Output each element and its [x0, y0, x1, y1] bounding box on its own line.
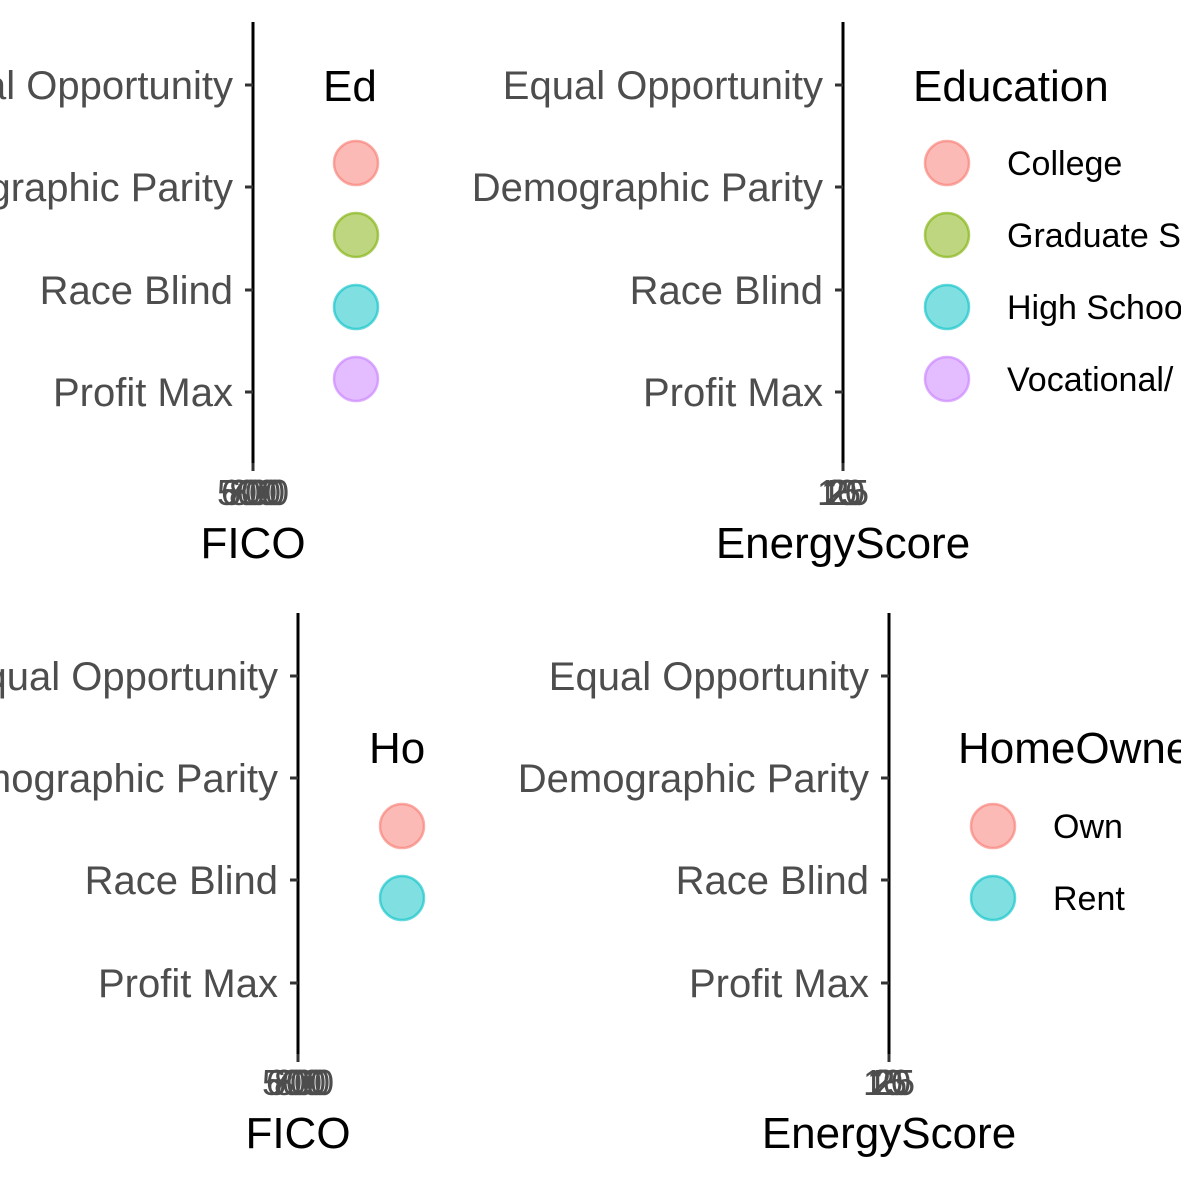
x-tick-label: 800	[274, 1062, 334, 1103]
y-tick-label: Profit Max	[98, 962, 278, 1006]
x-tick-label: 700	[225, 472, 285, 513]
legend-label: High Schoo	[1007, 289, 1181, 327]
x-tick-label: 500	[217, 472, 277, 513]
legend-key	[378, 874, 426, 922]
x-tick-label: 20	[871, 1062, 911, 1103]
y-tick-label: Race Blind	[630, 269, 823, 313]
x-axis-title: EnergyScore	[762, 1109, 1016, 1158]
legend-label: Vocational/	[1007, 361, 1174, 399]
legend-key	[332, 139, 380, 187]
y-tick-label: Race Blind	[40, 269, 233, 313]
panel-1: Equal Opportunity Demographic Parity Race …	[0, 22, 380, 568]
panel-2: Equal Opportunity Demographic Parity Race …	[472, 22, 1181, 568]
legend-label: Graduate S	[1007, 217, 1181, 255]
panel-4: Equal Opportunity Demographic Parity Race …	[518, 613, 1181, 1158]
x-tick-label: 25	[829, 472, 869, 513]
x-tick-label: 600	[266, 1062, 326, 1103]
y-tick-label: Profit Max	[53, 371, 233, 415]
x-tick-label: 500	[262, 1062, 322, 1103]
x-tick-label: 10	[817, 472, 857, 513]
y-tick-label: Demographic Parity	[518, 757, 869, 801]
y-tick-label: Equal Opportunity	[0, 655, 278, 699]
legend-title: HomeOwne	[958, 724, 1181, 773]
y-tick-label: Race Blind	[85, 859, 278, 903]
legend-key	[923, 139, 971, 187]
legend-key	[332, 355, 380, 403]
y-tick-label: Equal Opportunity	[0, 64, 233, 108]
y-tick-label: Demographic Parity	[0, 757, 278, 801]
panel-3: Equal Opportunity Demographic Parity Race …	[0, 613, 426, 1158]
legend-key	[969, 874, 1017, 922]
x-tick-label: 25	[875, 1062, 915, 1103]
legend-key	[969, 802, 1017, 850]
y-tick-label: Profit Max	[689, 962, 869, 1006]
y-tick-label: Demographic Parity	[472, 166, 823, 210]
legend-key	[923, 211, 971, 259]
legend-key	[923, 355, 971, 403]
x-tick-label: 800	[229, 472, 289, 513]
legend-key	[332, 283, 380, 331]
legend-label: Own	[1053, 808, 1123, 846]
x-tick-label: 600	[221, 472, 281, 513]
legend-key	[378, 802, 426, 850]
legend-label: College	[1007, 145, 1122, 183]
legend-label: Rent	[1053, 880, 1125, 918]
legend-key	[923, 283, 971, 331]
x-tick-label: 15	[867, 1062, 907, 1103]
x-axis-title: FICO	[245, 1109, 350, 1158]
legend-title: Ho	[369, 724, 425, 773]
y-tick-label: Race Blind	[676, 859, 869, 903]
x-tick-label: 20	[825, 472, 865, 513]
y-tick-label: Equal Opportunity	[549, 655, 869, 699]
x-tick-label: 700	[270, 1062, 330, 1103]
y-tick-label: Equal Opportunity	[503, 64, 823, 108]
y-tick-label: Profit Max	[643, 371, 823, 415]
x-axis-title: EnergyScore	[716, 519, 970, 568]
x-tick-label: 15	[821, 472, 861, 513]
x-tick-label: 10	[863, 1062, 903, 1103]
legend-key	[332, 211, 380, 259]
x-axis-title: FICO	[200, 519, 305, 568]
legend-title: Ed	[323, 62, 377, 111]
legend-title: Education	[913, 62, 1109, 111]
y-tick-label: Demographic Parity	[0, 166, 233, 210]
